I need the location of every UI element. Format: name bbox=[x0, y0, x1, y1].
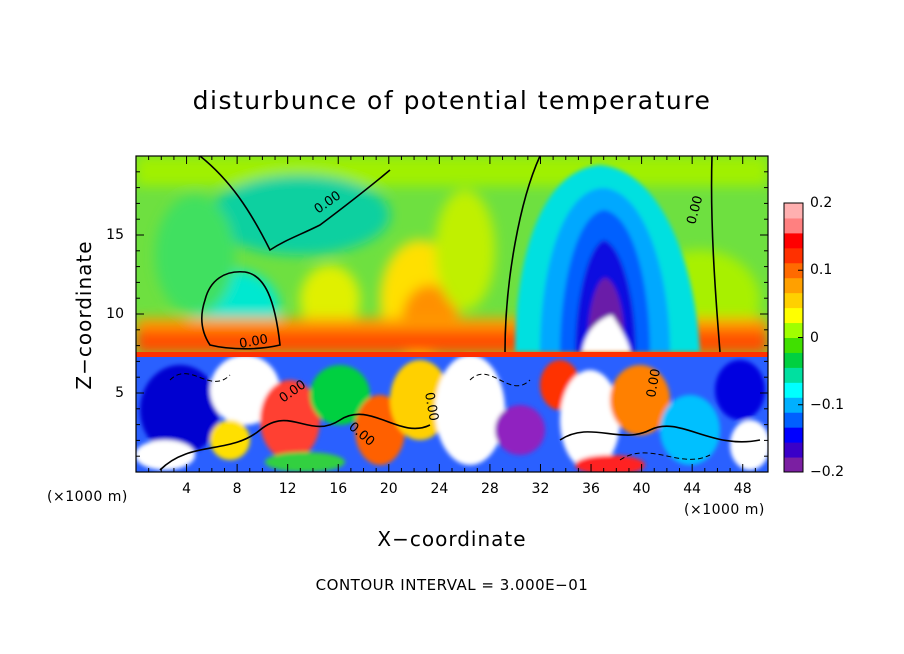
x-tick-label: 8 bbox=[232, 481, 242, 497]
colorbar-swatch bbox=[784, 442, 803, 458]
colorbar-swatch bbox=[784, 322, 803, 338]
colorbar-tick-label: −0.1 bbox=[810, 396, 844, 413]
y-axis-ticks bbox=[136, 171, 768, 457]
colorbar-tick-label: 0.1 bbox=[810, 262, 833, 279]
colorbar-swatch bbox=[784, 277, 803, 294]
colorbar-swatch bbox=[784, 352, 803, 368]
contour-label: 0.00 bbox=[238, 332, 269, 352]
colorbar-swatch bbox=[784, 307, 803, 324]
x-unit-right: (×1000 m) bbox=[684, 502, 765, 518]
x-tick-label: 44 bbox=[683, 481, 702, 497]
colorbar-swatch bbox=[784, 247, 803, 264]
x-tick-label: 20 bbox=[379, 481, 398, 497]
colorbar-swatch bbox=[784, 427, 803, 443]
colorbar-swatch bbox=[784, 217, 803, 234]
colorbar-swatch bbox=[784, 382, 803, 398]
colorbar-swatch bbox=[784, 457, 803, 473]
contour-label: 0.00 bbox=[644, 368, 664, 399]
colorbar-swatch bbox=[784, 412, 803, 428]
contour-labels: 0.000.000.000.000.000.000.00 bbox=[238, 188, 706, 449]
colorbar-swatch bbox=[784, 232, 803, 249]
y-axis-label: Z−coordinate bbox=[72, 240, 96, 390]
colorbar-swatch bbox=[784, 203, 803, 219]
x-tick-label: 4 bbox=[182, 481, 192, 497]
x-tick-label: 32 bbox=[531, 481, 550, 497]
x-unit-left: (×1000 m) bbox=[47, 489, 128, 505]
colorbar-swatch bbox=[784, 367, 803, 383]
x-axis-ticks bbox=[148, 156, 756, 472]
colorbar-tick-label: −0.2 bbox=[810, 464, 844, 480]
x-tick-label: 24 bbox=[430, 481, 449, 497]
y-tick-label: 15 bbox=[106, 227, 124, 243]
colorbar-swatch bbox=[784, 262, 803, 279]
colorbar-swatch bbox=[784, 292, 803, 309]
contour-label: 0.00 bbox=[421, 391, 441, 422]
x-tick-label: 28 bbox=[480, 481, 499, 497]
y-tick-label: 5 bbox=[115, 385, 124, 401]
colorbar-swatch bbox=[784, 337, 803, 353]
x-tick-label: 40 bbox=[632, 481, 651, 497]
x-tick-label: 48 bbox=[733, 481, 752, 497]
x-tick-label: 12 bbox=[278, 481, 297, 497]
colorbar-tick-label: 0.2 bbox=[810, 195, 833, 211]
contour-label: 0.00 bbox=[684, 194, 706, 226]
heatmap-field bbox=[136, 156, 768, 472]
y-tick-label: 10 bbox=[106, 306, 124, 322]
x-axis-label: X−coordinate bbox=[377, 527, 527, 551]
x-tick-label: 36 bbox=[582, 481, 600, 497]
colorbar-swatch bbox=[784, 397, 803, 413]
x-tick-label: 16 bbox=[329, 481, 348, 497]
contour-interval-note: CONTOUR INTERVAL = 3.000E−01 bbox=[315, 576, 589, 594]
chart-title: disturbunce of potential temperature bbox=[192, 86, 712, 115]
colorbar-tick-label: 0 bbox=[810, 329, 819, 346]
colorbar bbox=[783, 202, 804, 473]
